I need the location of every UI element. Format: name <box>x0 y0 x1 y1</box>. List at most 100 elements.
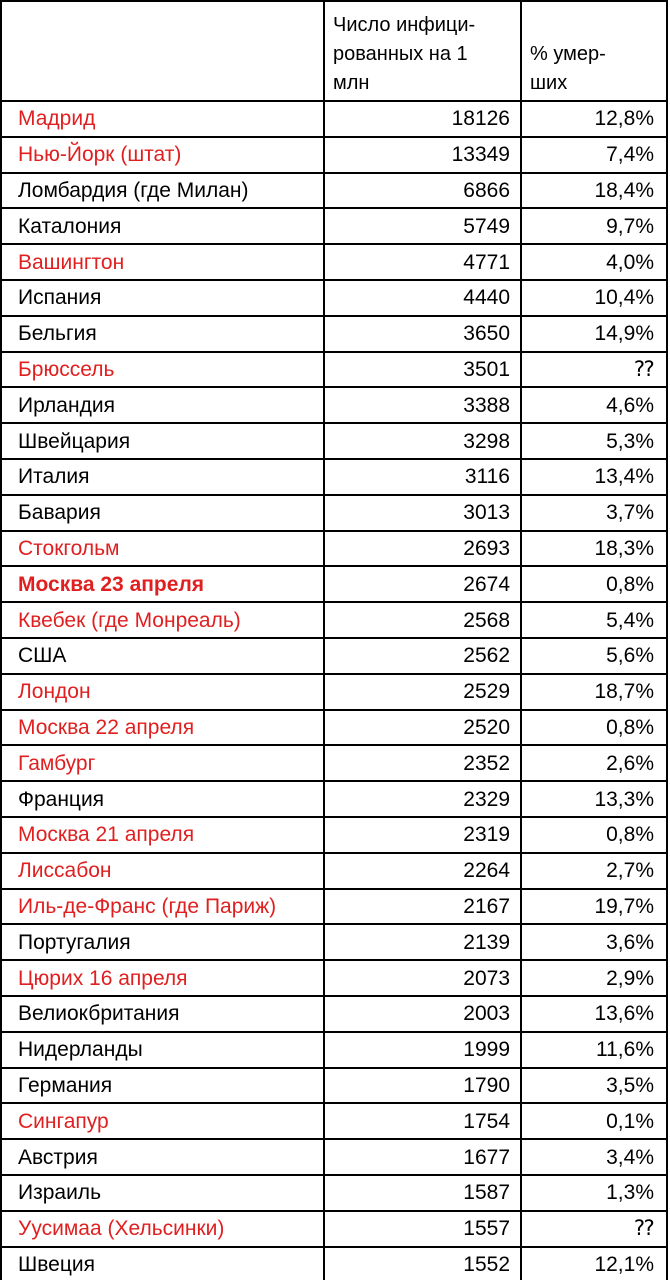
table-row: Мадрид 18126 12,8% <box>0 100 668 138</box>
region-name-cell: Мадрид <box>0 100 325 138</box>
death-rate-cell: 4,6% <box>520 386 668 425</box>
region-name-cell: Швеция <box>0 1245 325 1280</box>
table-row: Уусимаа (Хельсинки) 1557 ⁇ <box>0 1209 668 1248</box>
region-name-cell: Москва 21 апреля <box>0 815 325 854</box>
infected-per-million-cell: 2529 <box>323 672 522 711</box>
death-rate-cell: ⁇ <box>520 350 668 389</box>
death-rate-cell: 3,5% <box>520 1066 668 1105</box>
death-rate-cell: 12,8% <box>520 100 668 138</box>
death-rate-cell: 3,7% <box>520 493 668 532</box>
infected-per-million-cell: 2520 <box>323 708 522 747</box>
table-row: Португалия 2139 3,6% <box>0 923 668 962</box>
region-name-cell: Квебек (где Монреаль) <box>0 601 325 639</box>
infected-per-million-cell: 2693 <box>323 529 522 568</box>
infected-per-million-cell: 13349 <box>323 135 522 174</box>
infected-per-million-cell: 2167 <box>323 887 522 926</box>
death-rate-cell: ⁇ <box>520 1209 668 1248</box>
region-name-cell: Велиокбритания <box>0 994 325 1033</box>
region-name-cell: Испания <box>0 278 325 317</box>
infected-per-million-cell: 2139 <box>323 923 522 962</box>
region-name-cell: Ломбардия (где Милан) <box>0 171 325 210</box>
table-row: Сингапур 1754 0,1% <box>0 1102 668 1141</box>
region-name-cell: Брюссель <box>0 350 325 389</box>
death-rate-cell: 5,4% <box>520 601 668 639</box>
region-name-cell: Сингапур <box>0 1102 325 1141</box>
death-rate-cell: 13,4% <box>520 457 668 496</box>
region-name-cell: Вашингтон <box>0 243 325 281</box>
infected-per-million-cell: 2568 <box>323 601 522 639</box>
infected-per-million-cell: 3501 <box>323 350 522 389</box>
table-row: Москва 22 апреля 2520 0,8% <box>0 708 668 747</box>
header-region <box>0 0 325 102</box>
region-name-cell: Бельгия <box>0 314 325 353</box>
table-row: Цюрих 16 апреля 2073 2,9% <box>0 959 668 997</box>
region-name-cell: Швейцария <box>0 422 325 460</box>
header-infected-line: Число инфици- <box>333 14 476 36</box>
death-rate-cell: 18,3% <box>520 529 668 568</box>
region-name-cell: США <box>0 636 325 675</box>
infected-per-million-cell: 2674 <box>323 565 522 604</box>
infected-per-million-cell: 1677 <box>323 1138 522 1176</box>
table-row: Стокгольм 2693 18,3% <box>0 529 668 568</box>
infected-per-million-cell: 1790 <box>323 1066 522 1105</box>
region-name-cell: Гамбург <box>0 744 325 783</box>
table-row: США 2562 5,6% <box>0 636 668 675</box>
death-rate-cell: 2,6% <box>520 744 668 783</box>
region-name-cell: Португалия <box>0 923 325 962</box>
table-row: Велиокбритания 2003 13,6% <box>0 994 668 1033</box>
death-rate-cell: 18,4% <box>520 171 668 210</box>
table-row: Москва 21 апреля 2319 0,8% <box>0 815 668 854</box>
table-row: Нью-Йорк (штат) 13349 7,4% <box>0 135 668 174</box>
table-row: Италия 3116 13,4% <box>0 457 668 496</box>
death-rate-cell: 0,8% <box>520 708 668 747</box>
region-name-cell: Цюрих 16 апреля <box>0 959 325 997</box>
region-name-cell: Нидерланды <box>0 1030 325 1069</box>
infected-per-million-cell: 2352 <box>323 744 522 783</box>
death-rate-cell: 9,7% <box>520 207 668 246</box>
death-rate-cell: 1,3% <box>520 1173 668 1212</box>
region-name-cell: Москва 23 апреля <box>0 565 325 604</box>
infected-per-million-cell: 3116 <box>323 457 522 496</box>
infected-per-million-cell: 3013 <box>323 493 522 532</box>
death-rate-cell: 12,1% <box>520 1245 668 1280</box>
death-rate-cell: 7,4% <box>520 135 668 174</box>
table-row: Бельгия 3650 14,9% <box>0 314 668 353</box>
header-row: Число инфици- рованных на 1 млн % умер- … <box>0 0 668 102</box>
infected-per-million-cell: 6866 <box>323 171 522 210</box>
infected-per-million-cell: 3298 <box>323 422 522 460</box>
table-row: Квебек (где Монреаль) 2568 5,4% <box>0 601 668 639</box>
infected-per-million-cell: 4771 <box>323 243 522 281</box>
death-rate-cell: 13,6% <box>520 994 668 1033</box>
infected-per-million-cell: 2562 <box>323 636 522 675</box>
table-row: Брюссель 3501 ⁇ <box>0 350 668 389</box>
region-name-cell: Иль-де-Франс (где Париж) <box>0 887 325 926</box>
region-name-cell: Лондон <box>0 672 325 711</box>
death-rate-cell: 5,6% <box>520 636 668 675</box>
infected-per-million-cell: 1552 <box>323 1245 522 1280</box>
table-row: Франция 2329 13,3% <box>0 780 668 818</box>
death-rate-cell: 3,6% <box>520 923 668 962</box>
table-row: Израиль 1587 1,3% <box>0 1173 668 1212</box>
death-rate-cell: 0,8% <box>520 815 668 854</box>
table-row: Лондон 2529 18,7% <box>0 672 668 711</box>
region-name-cell: Нью-Йорк (штат) <box>0 135 325 174</box>
table-row: Лиссабон 2264 2,7% <box>0 851 668 890</box>
infected-per-million-cell: 2003 <box>323 994 522 1033</box>
infected-per-million-cell: 3388 <box>323 386 522 425</box>
death-rate-cell: 10,4% <box>520 278 668 317</box>
table-row: Каталония 5749 9,7% <box>0 207 668 246</box>
table-row: Испания 4440 10,4% <box>0 278 668 317</box>
death-rate-cell: 2,9% <box>520 959 668 997</box>
table-row: Гамбург 2352 2,6% <box>0 744 668 783</box>
table-row: Ломбардия (где Милан) 6866 18,4% <box>0 171 668 210</box>
death-rate-cell: 18,7% <box>520 672 668 711</box>
table-row: Нидерланды 1999 11,6% <box>0 1030 668 1069</box>
infected-per-million-cell: 1557 <box>323 1209 522 1248</box>
table-row: Иль-де-Франс (где Париж) 2167 19,7% <box>0 887 668 926</box>
region-name-cell: Стокгольм <box>0 529 325 568</box>
death-rate-cell: 0,8% <box>520 565 668 604</box>
infected-per-million-cell: 3650 <box>323 314 522 353</box>
region-name-cell: Франция <box>0 780 325 818</box>
